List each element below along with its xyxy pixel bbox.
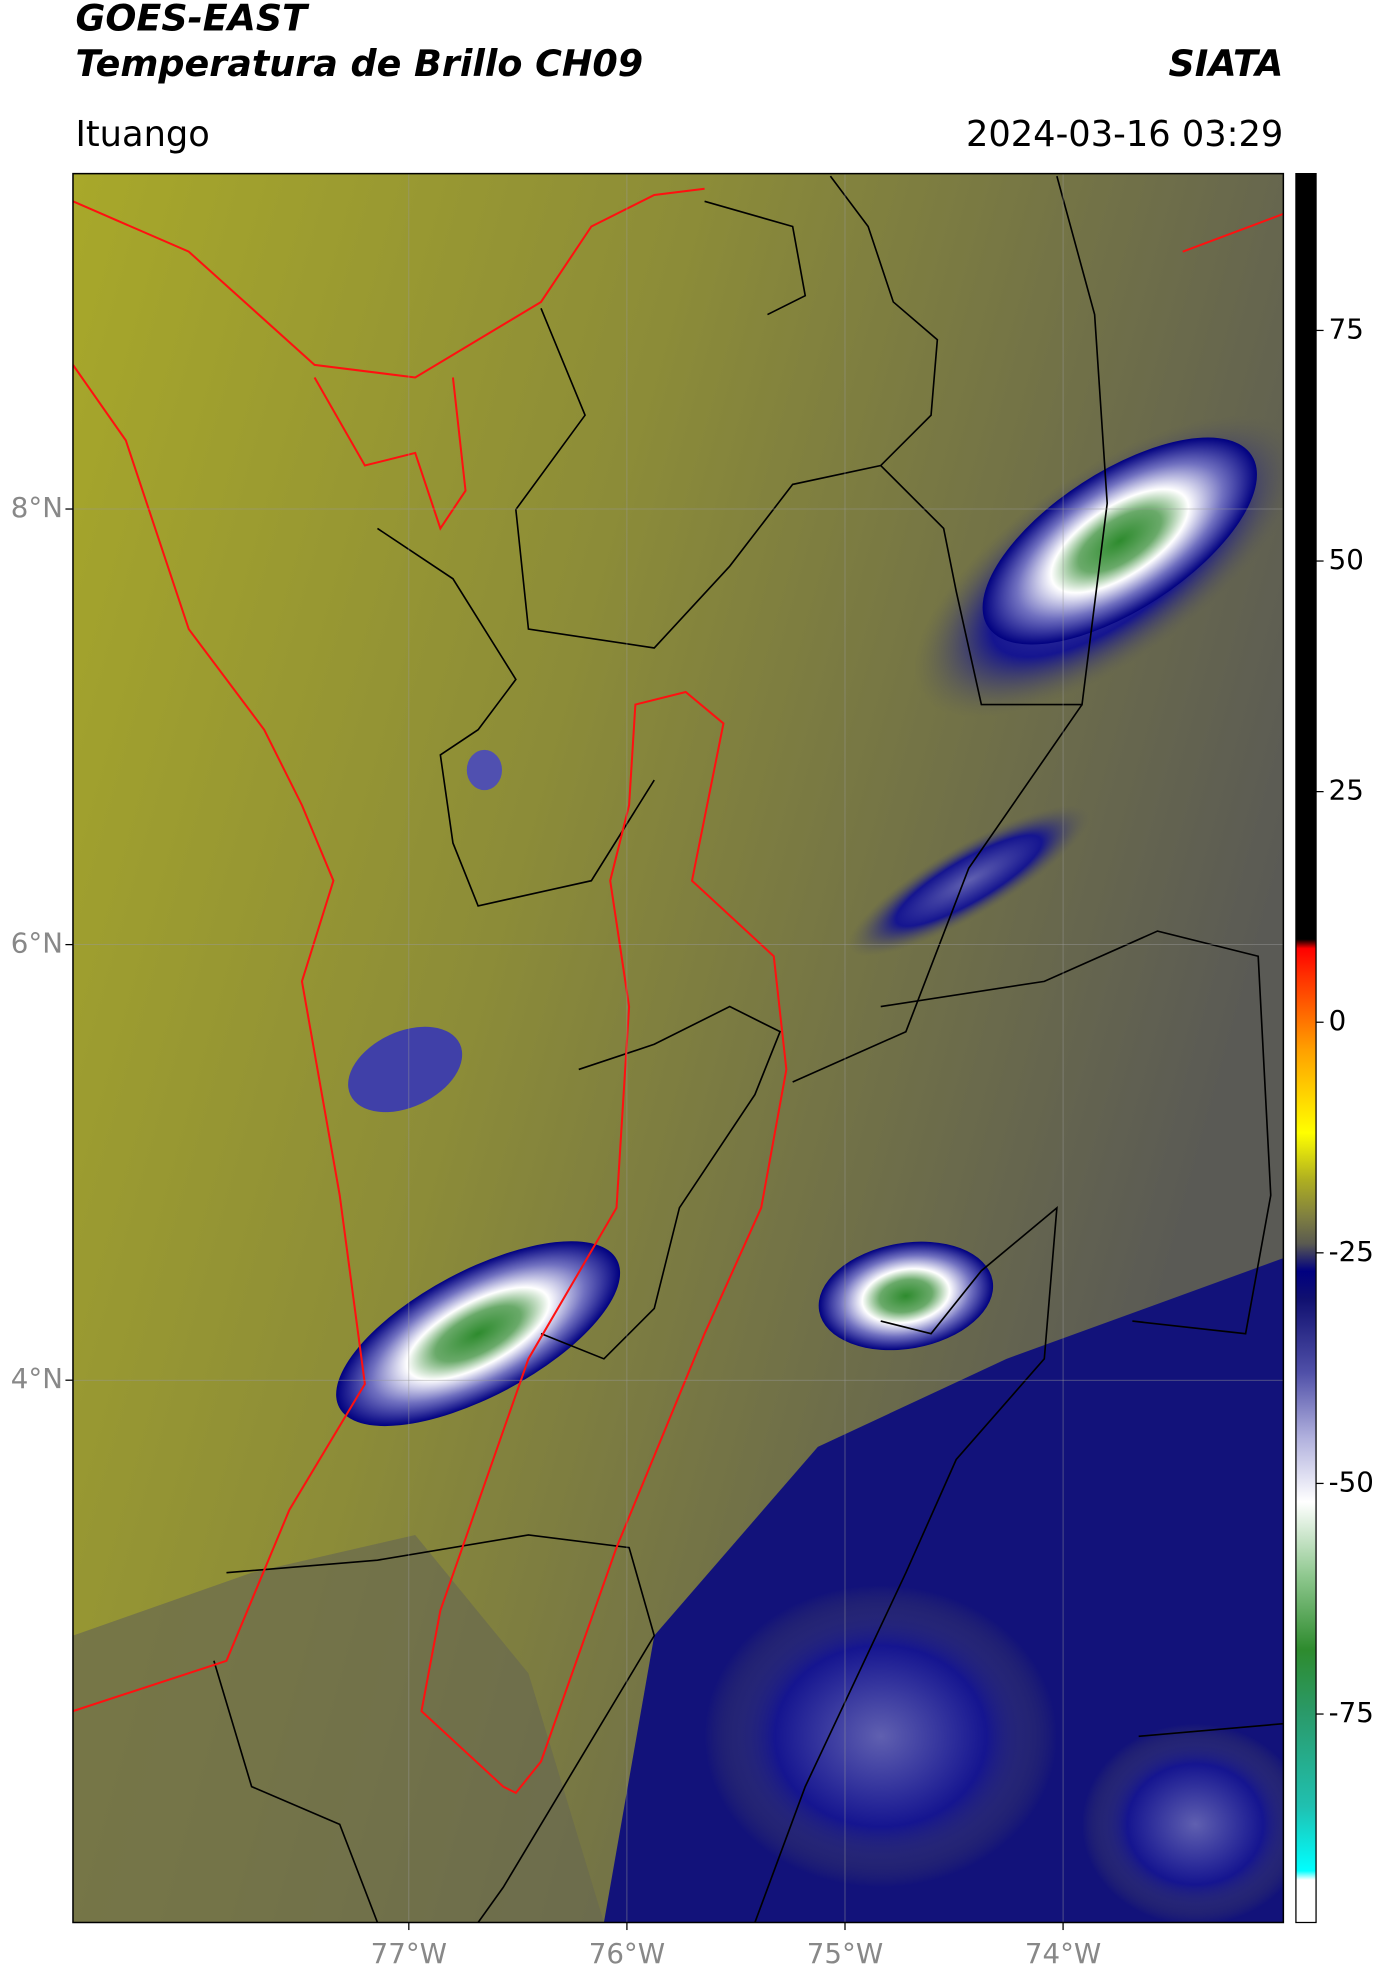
convective-cell [982, 437, 1257, 645]
cloud-field [1082, 1723, 1284, 1923]
colorbar-tick-label: 0 [1329, 1004, 1347, 1037]
x-tick-label: 74°W [1025, 1937, 1101, 1970]
colorbar-tick-label: 50 [1329, 543, 1364, 576]
colorbar-tick-label: -75 [1329, 1696, 1374, 1729]
colorbar-tick-label: -25 [1329, 1235, 1374, 1268]
colorbar-tick-label: -50 [1329, 1465, 1374, 1498]
cloud-field [704, 1585, 1057, 1888]
cloud-field [847, 805, 1090, 957]
admin-borders [213, 175, 1284, 1923]
subtitle: Temperatura de Brillo CH09 [75, 42, 643, 85]
cloud-field [72, 1534, 604, 1923]
convective-cell [466, 749, 503, 791]
y-tick-label: 8°N [11, 491, 63, 524]
datetime: 2024-03-16 03:29 [966, 114, 1283, 155]
map-frame [72, 172, 1285, 1924]
region: Ituango [75, 114, 209, 155]
colorbar-tick-label: 25 [1329, 774, 1364, 807]
x-tick-label: 75°W [807, 1937, 883, 1970]
title: GOES-EAST [75, 0, 310, 40]
colorbar-tick-label: 75 [1329, 312, 1364, 345]
x-tick-label: 76°W [589, 1937, 665, 1970]
convective-cell [348, 1026, 463, 1113]
x-tick-label: 77°W [371, 1937, 447, 1970]
colorbar [1295, 172, 1317, 1924]
source: SIATA [1168, 42, 1283, 85]
map [72, 173, 1284, 1923]
y-tick-label: 4°N [11, 1362, 63, 1395]
convective-cell [818, 1241, 994, 1351]
y-tick-label: 6°N [11, 927, 63, 960]
